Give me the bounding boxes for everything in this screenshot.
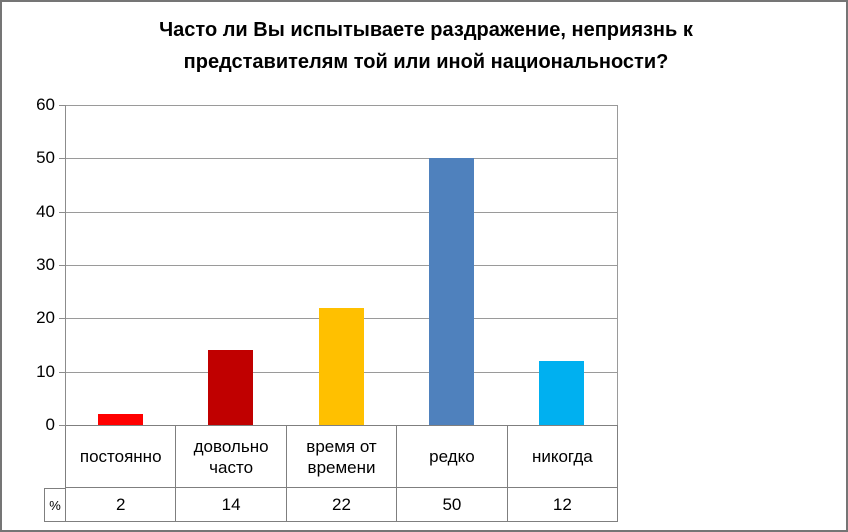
y-tick-10: [59, 372, 66, 373]
gridline-40: [65, 212, 617, 213]
y-tick-30: [59, 265, 66, 266]
plot-area: [65, 105, 617, 425]
gridline-60: [65, 105, 617, 106]
percent-row-label: %: [44, 488, 66, 522]
bar-постоянно: [98, 414, 143, 425]
category-cell-1: довольно часто: [176, 426, 287, 487]
value-cell-3: 50: [397, 488, 508, 521]
category-cell-3: редко: [397, 426, 508, 487]
y-tick-0: [59, 425, 66, 426]
plot-right-border: [617, 105, 618, 425]
value-cell-2: 22: [287, 488, 398, 521]
bar-довольно часто: [208, 350, 253, 425]
data-table: постоянно довольно часто время от времени р…: [65, 425, 618, 522]
y-tick-60: [59, 105, 66, 106]
bar-время от времени: [319, 308, 364, 425]
category-cell-2: время от времени: [287, 426, 398, 487]
y-tick-label-40: 40: [36, 202, 55, 221]
category-cell-4: никогда: [531, 447, 593, 466]
category-label-row: постоянно довольно часто время от времени р…: [66, 426, 617, 488]
y-tick-50: [59, 158, 66, 159]
y-tick-label-0: 0: [45, 415, 55, 434]
bar-редко: [429, 158, 474, 425]
category-cell-0: постоянно: [66, 426, 177, 487]
y-tick-20: [59, 318, 66, 319]
y-tick-label-60: 60: [36, 95, 55, 114]
bar-никогда: [539, 361, 584, 425]
gridline-30: [65, 265, 617, 266]
value-cell-1: 14: [176, 488, 287, 521]
gridline-50: [65, 158, 617, 159]
value-cell-0: 2: [66, 488, 177, 521]
y-tick-label-30: 30: [36, 255, 55, 274]
y-tick-label-10: 10: [36, 362, 55, 381]
y-tick-label-20: 20: [36, 308, 55, 327]
y-tick-label-50: 50: [36, 148, 55, 167]
y-tick-40: [59, 212, 66, 213]
value-row: 2 14 22 50 12: [66, 488, 617, 521]
chart-title: Часто ли Вы испытываете раздражение, неп…: [159, 19, 693, 73]
value-cell-4: 12: [552, 495, 572, 514]
